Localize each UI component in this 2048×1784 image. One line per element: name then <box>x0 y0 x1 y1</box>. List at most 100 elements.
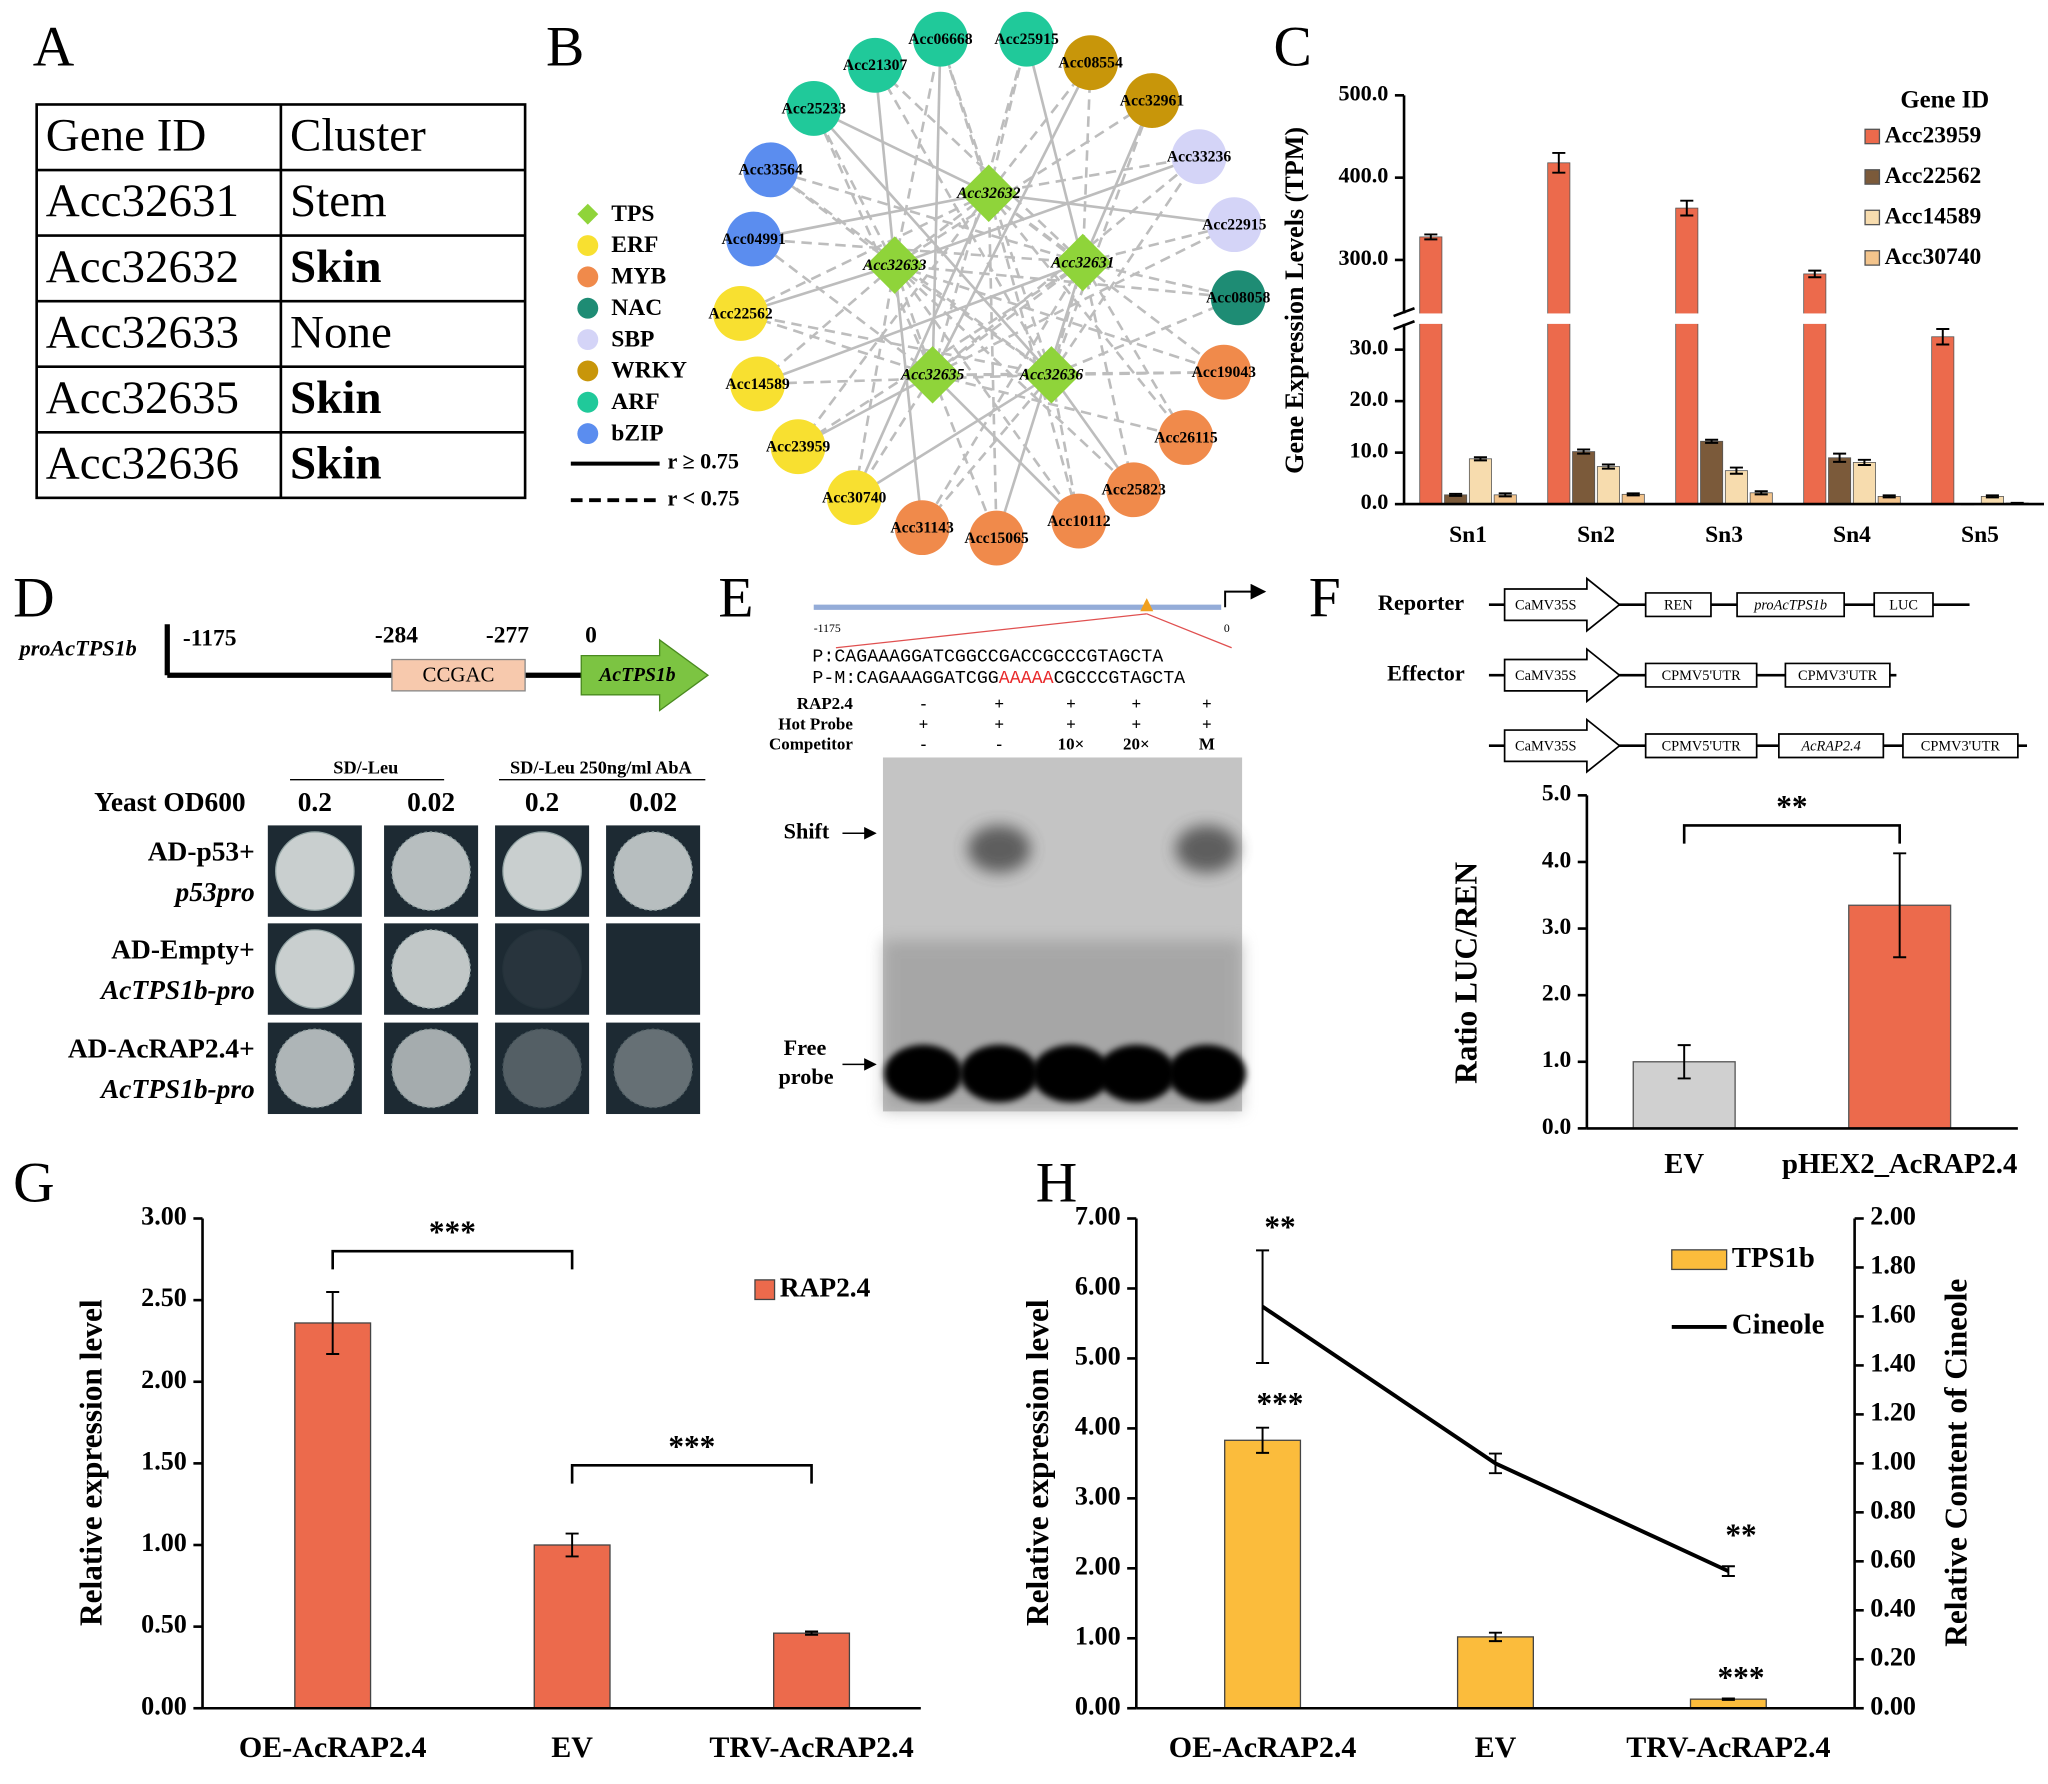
construct-part <box>1503 576 1621 633</box>
error-bar <box>1677 1044 1691 1080</box>
label: + <box>1202 714 1212 733</box>
x-tick-label: EV <box>1475 1731 1517 1764</box>
node-label: Acc22915 <box>1202 217 1267 234</box>
error-bar <box>565 1532 579 1558</box>
free-probe-band <box>1031 1044 1111 1103</box>
network-edge <box>893 264 1080 522</box>
label: AcTPS1b-pro <box>99 1074 255 1104</box>
network-edge <box>752 237 934 376</box>
legend-marker <box>577 360 599 382</box>
y-axis-label: Ratio LUC/REN <box>1449 862 1484 1084</box>
bar <box>1456 1636 1534 1709</box>
significance-bracket <box>570 1464 813 1484</box>
promoter-name: proAcTPS1b <box>18 635 137 660</box>
legend-swatch <box>1864 209 1881 226</box>
network-node <box>903 346 962 404</box>
free-probe-band <box>884 1044 963 1103</box>
network-edge <box>995 262 1085 539</box>
bar <box>1675 207 1699 505</box>
label: + <box>994 694 1004 713</box>
network-edge <box>987 61 1092 195</box>
error-bar <box>326 1290 340 1355</box>
label: REN <box>1664 597 1693 613</box>
error-bar <box>1882 494 1896 499</box>
label: AD-Empty+ <box>111 934 255 964</box>
legend-label: TPS1b <box>1732 1242 1815 1274</box>
network-node <box>743 142 799 198</box>
error-bar <box>1256 1426 1270 1454</box>
network-edge <box>987 38 1028 194</box>
network-edge <box>894 155 1200 267</box>
node-label: Acc08058 <box>1206 290 1271 307</box>
bar <box>1803 273 1827 505</box>
label: Reporter <box>1378 590 1464 615</box>
legend-label: Acc14589 <box>1885 203 1982 229</box>
label: 20× <box>1123 735 1150 754</box>
network-edge <box>1081 62 1092 263</box>
table-header: Gene ID <box>46 110 207 162</box>
sequence-part: CGCCCGTAGCTA <box>1054 669 1186 689</box>
bar <box>1547 162 1571 505</box>
network-edge <box>987 193 998 539</box>
label: CPMV3'UTR <box>1921 738 2001 754</box>
legend-swatch <box>1671 1249 1728 1271</box>
bar <box>294 1322 372 1709</box>
network-edge <box>1081 100 1154 264</box>
network-edge <box>894 263 1239 300</box>
significance: ** <box>1725 1518 1756 1553</box>
error-bar <box>1449 492 1463 497</box>
axis-break <box>1393 313 2044 324</box>
table-cell: Acc32632 <box>46 241 239 293</box>
network-edge <box>874 64 1084 264</box>
network-edge <box>893 264 1135 491</box>
legend-swatch <box>1864 250 1881 266</box>
legend-label: bZIP <box>611 420 663 446</box>
y-tick-label: 3.00 <box>1075 1481 1121 1510</box>
network-edge <box>812 107 934 376</box>
network-edge <box>770 168 1084 264</box>
label: -1175 <box>183 625 237 651</box>
legend-swatch <box>1864 169 1881 185</box>
legend-marker <box>577 203 599 225</box>
network-edge <box>853 192 990 499</box>
legend-marker <box>577 329 599 351</box>
panel-label: G <box>13 1152 55 1215</box>
label: + <box>1066 714 1076 733</box>
legend-marker <box>577 297 599 319</box>
yeast-spot <box>613 831 693 911</box>
yeast-spot <box>502 929 582 1009</box>
node-label: Acc32631 <box>1050 254 1114 271</box>
error-bar <box>1705 438 1719 444</box>
x-tick-label: pHEX2_AcRAP2.4 <box>1782 1148 2017 1180</box>
label: CPMV3'UTR <box>1798 668 1878 684</box>
node-label: Acc22562 <box>708 305 773 322</box>
construct-part <box>1644 592 1712 618</box>
significance: *** <box>668 1429 715 1464</box>
network-edge <box>931 373 1080 523</box>
table-cell: Skin <box>290 437 381 489</box>
y-axis-label: Gene Expression Levels (TPM) <box>1280 127 1309 474</box>
cis-element <box>391 658 526 692</box>
network-edge <box>756 264 896 385</box>
network-node <box>1022 346 1081 404</box>
node-label: Acc33564 <box>738 162 803 179</box>
construct-part <box>1736 592 1846 618</box>
node-label: Acc32961 <box>1120 92 1185 109</box>
legend-label: r < 0.75 <box>667 485 739 510</box>
network-edge <box>813 107 990 195</box>
gene-arrow <box>580 638 710 712</box>
label: AcTPS1b <box>597 665 675 686</box>
y-tick-label: 0.00 <box>1870 1691 1916 1720</box>
error-bar <box>1256 1249 1270 1364</box>
node-label: Acc19043 <box>1192 364 1257 381</box>
x-tick-label: TRV-AcRAP2.4 <box>709 1731 913 1764</box>
y-tick-label: 1.50 <box>141 1446 187 1475</box>
network-edge <box>812 107 896 266</box>
error-bar <box>1473 456 1487 462</box>
label: CaMV35S <box>1515 738 1576 754</box>
y-axis-label: Relative expression level <box>73 1299 108 1626</box>
sequence-part: P-M:CAGAAAGGATCGG <box>812 669 998 689</box>
label: -277 <box>486 623 529 649</box>
y2-axis-label: Relative Content of Cineole <box>1938 1279 1973 1647</box>
